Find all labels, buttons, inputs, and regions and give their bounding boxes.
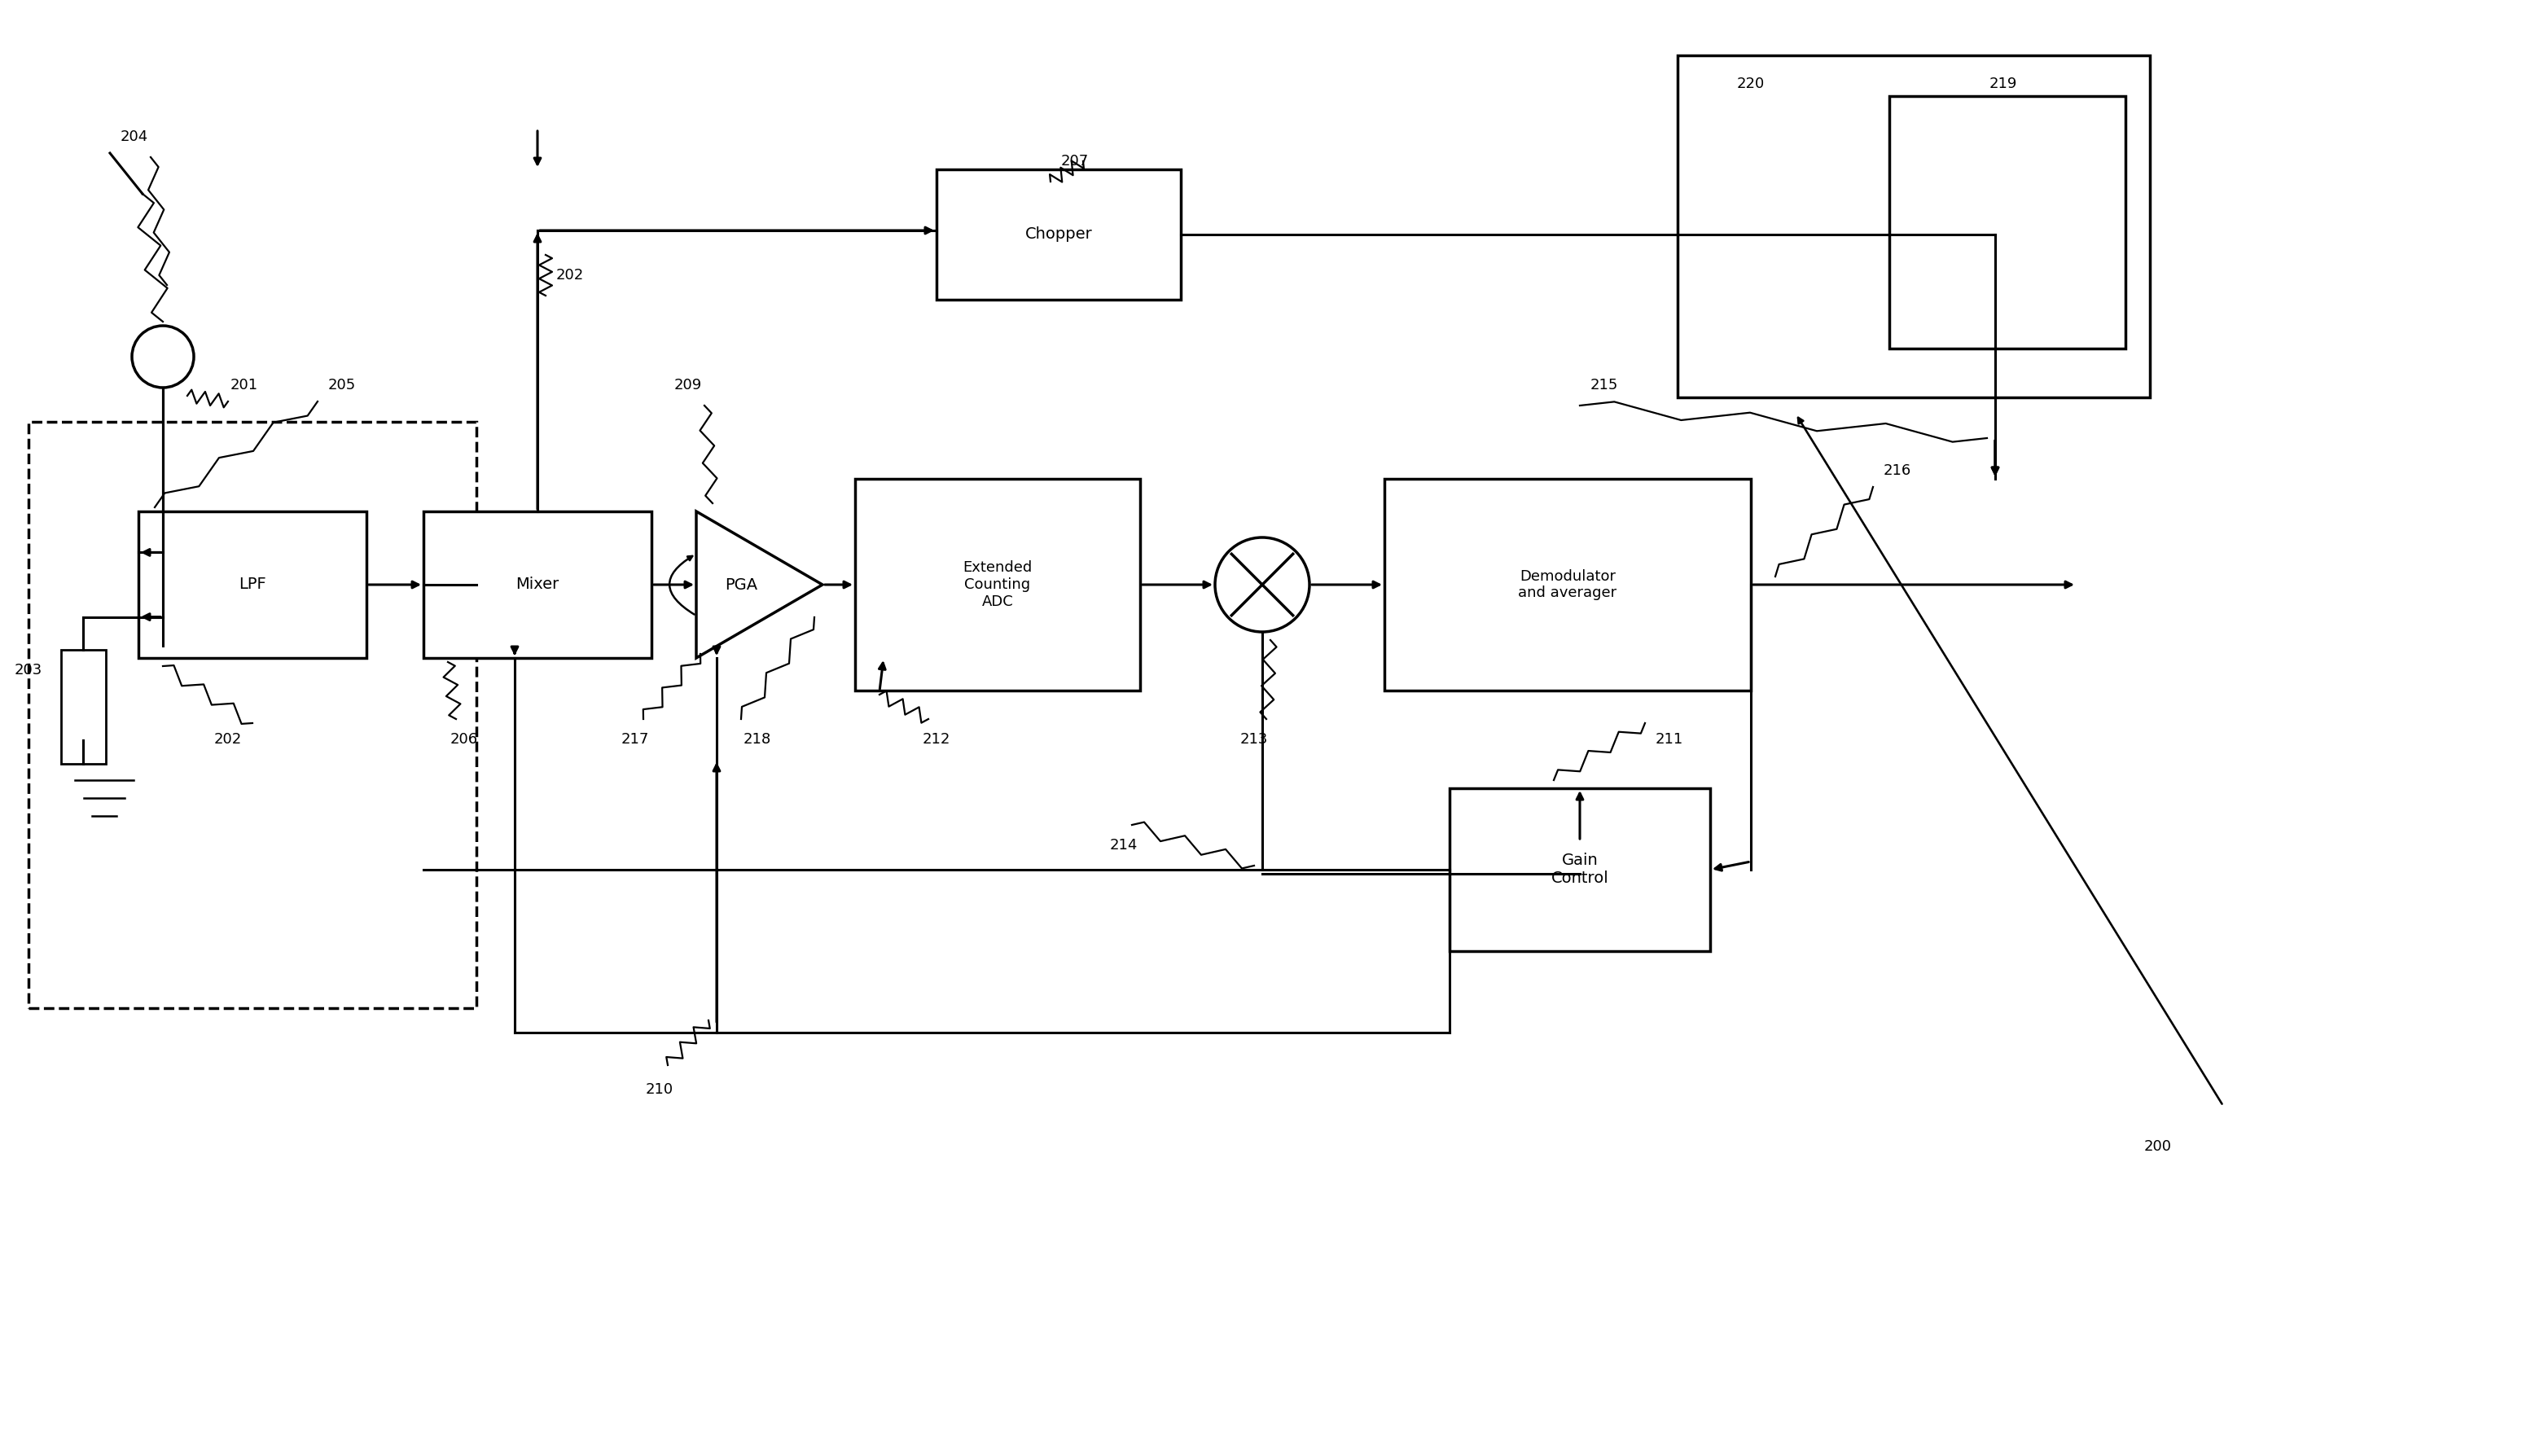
Text: 215: 215: [1589, 379, 1617, 393]
Text: 201: 201: [230, 379, 258, 393]
Text: 210: 210: [645, 1082, 673, 1096]
Text: 206: 206: [451, 732, 478, 747]
Text: 216: 216: [1883, 463, 1911, 478]
Text: 213: 213: [1240, 732, 1268, 747]
Text: Extended
Counting
ADC: Extended Counting ADC: [962, 561, 1033, 609]
Text: Chopper: Chopper: [1025, 227, 1093, 242]
Text: 220: 220: [1736, 77, 1764, 92]
Text: 202: 202: [215, 732, 243, 747]
Text: LPF: LPF: [238, 577, 266, 593]
Bar: [28, 422, 476, 1008]
Text: 212: 212: [921, 732, 952, 747]
Text: 207: 207: [1060, 154, 1088, 169]
Bar: [1678, 55, 2149, 397]
Text: 204: 204: [121, 130, 149, 144]
Text: 203: 203: [15, 662, 43, 677]
Bar: [855, 479, 1139, 690]
Bar: [1888, 96, 2126, 348]
Text: 218: 218: [744, 732, 772, 747]
Text: Mixer: Mixer: [516, 577, 559, 593]
Bar: [61, 649, 106, 764]
Text: 209: 209: [673, 379, 701, 393]
Text: 219: 219: [1989, 77, 2017, 92]
Text: 202: 202: [557, 268, 585, 282]
Bar: [423, 511, 650, 658]
Bar: [139, 511, 367, 658]
Text: 200: 200: [2144, 1139, 2172, 1155]
Bar: [1450, 788, 1711, 951]
Text: 217: 217: [620, 732, 648, 747]
Text: 214: 214: [1109, 839, 1139, 853]
Text: PGA: PGA: [724, 577, 757, 593]
Bar: [936, 169, 1182, 300]
Text: Demodulator
and averager: Demodulator and averager: [1519, 569, 1617, 600]
Text: 205: 205: [329, 379, 357, 393]
Text: Gain
Control: Gain Control: [1552, 853, 1610, 887]
Polygon shape: [696, 511, 823, 658]
Text: 211: 211: [1655, 732, 1683, 747]
Bar: [1384, 479, 1751, 690]
